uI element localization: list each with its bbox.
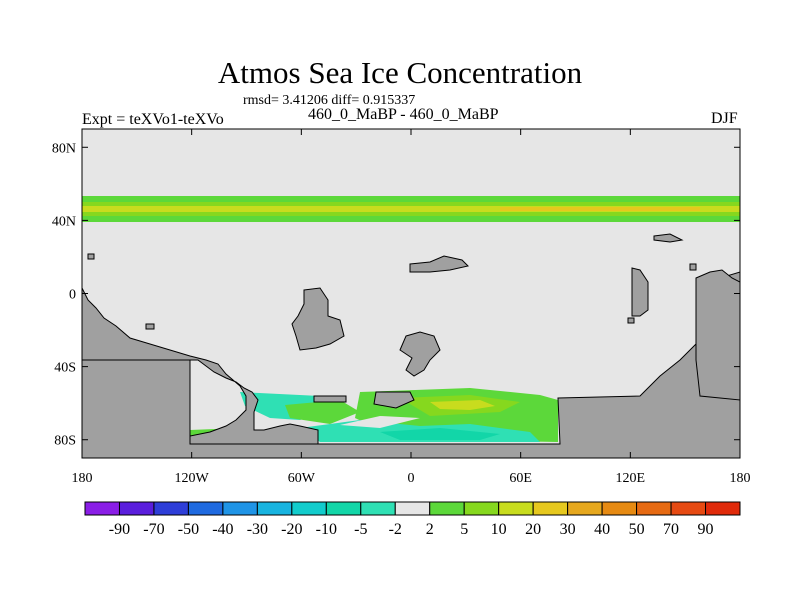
colorbar: -90 -70 -50 -40 -30 -20 -10 -5 -2 2 5 10 20 30 40 50 70 9… [84,501,741,538]
colorbar-label: -30 [247,521,268,538]
colorbar-swatch [291,501,327,516]
colorbar-label: 90 [698,521,714,538]
colorbar-swatch [705,501,741,516]
colorbar-label: -40 [212,521,233,538]
colorbar-label: -20 [281,521,302,538]
y-tick-label: 0 [69,288,76,303]
x-tick-label: 120W [175,471,210,486]
colorbar-label: -70 [143,521,164,538]
x-tick-label: 180 [730,471,751,486]
colorbar-label: 2 [426,521,434,538]
y-tick-label: 40S [54,361,76,376]
chart-title: Atmos Sea Ice Concentration [217,55,583,90]
colorbar-swatch [463,501,500,516]
colorbar-label: -50 [178,521,199,538]
season-label: DJF [711,110,738,127]
colorbar-label: 10 [491,521,507,538]
x-tick-label: 60E [509,471,532,486]
x-tick-label: 0 [408,471,415,486]
colorbar-swatch [256,501,293,516]
x-tick-label: 60W [288,471,316,486]
colorbar-swatch [153,501,189,516]
colorbar-swatch [670,501,707,516]
colorbar-label: 40 [594,521,610,538]
colorbar-label: 50 [629,521,645,538]
colorbar-label: -2 [389,521,402,538]
colorbar-label: 70 [663,521,679,538]
y-tick-label: 80S [54,434,76,449]
colorbar-swatch [429,501,465,516]
colorbar-swatch [636,501,672,516]
stats-label: rmsd= 3.41206 diff= 0.915337 [243,93,416,108]
colorbar-label: -5 [354,521,367,538]
x-tick-label: 180 [72,471,93,486]
colorbar-swatch [187,501,224,516]
colorbar-label: -10 [316,521,337,538]
colorbar-label: 5 [460,521,468,538]
colorbar-swatch [567,501,603,516]
colorbar-swatch [498,501,534,516]
colorbar-label: -90 [109,521,130,538]
colorbar-swatch [84,501,120,516]
map-plot-area [81,128,741,459]
colorbar-swatch [118,501,155,516]
colorbar-swatch [601,501,638,516]
y-tick-label: 40N [52,214,76,229]
colorbar-label: 20 [525,521,541,538]
colorbar-swatch [222,501,258,516]
northern-ice-band [82,196,740,222]
runs-label: 460_0_MaBP - 460_0_MaBP [308,106,499,123]
map-axes: 180 120W 60W 0 60E 120E 180 80N 40N 0 40S 80S [52,129,751,486]
x-tick-label: 120E [616,471,646,486]
colorbar-label: 30 [560,521,576,538]
y-tick-label: 80N [52,141,76,156]
colorbar-swatch [394,501,431,516]
colorbar-swatch [532,501,569,516]
colorbar-swatch [325,501,362,516]
colorbar-swatch [360,501,396,516]
land-masses [81,233,741,459]
experiment-label: Expt = teXVo1-teXVo [82,111,224,128]
